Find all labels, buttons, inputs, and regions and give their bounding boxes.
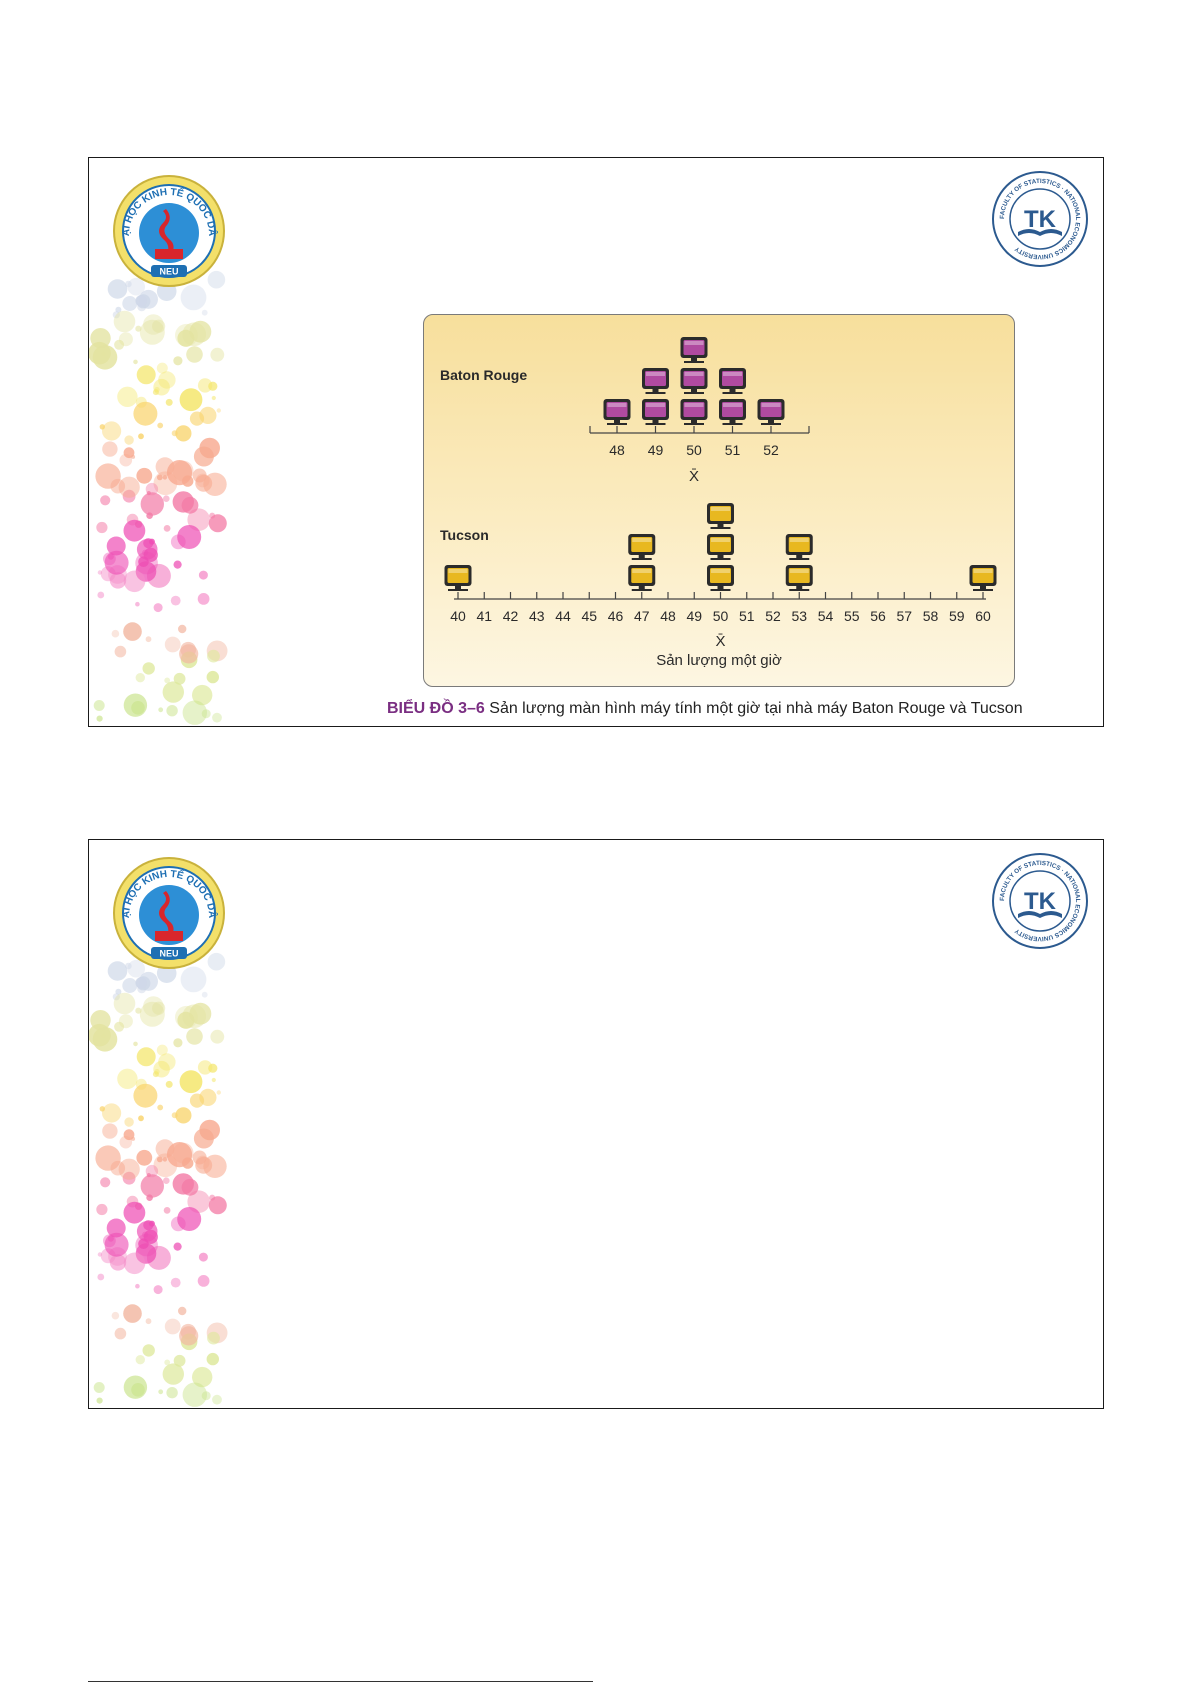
data-point-tucson	[628, 534, 656, 560]
svg-text:NEU: NEU	[159, 267, 178, 277]
data-point-tucson	[785, 565, 813, 591]
svg-text:TK: TK	[1024, 206, 1057, 233]
data-point-baton-rouge	[719, 368, 746, 394]
x-tick-label-tucson: 55	[844, 608, 860, 624]
x-tick-label-baton-rouge: 49	[648, 442, 664, 458]
x-tick-label-baton-rouge: 52	[763, 442, 779, 458]
decorative-bubbles	[89, 952, 228, 1407]
figure-caption-label: BIỂU ĐỒ 3–6	[387, 700, 485, 717]
x-tick-label-tucson: 42	[503, 608, 519, 624]
x-tick-label-tucson: 50	[713, 608, 729, 624]
dot-plot-panel: Baton Rouge 48 49 50 51 52 X̄ Tucson 40 41 42 43 44 4…	[423, 314, 1015, 687]
data-point-tucson	[707, 503, 734, 529]
x-tick-label-tucson: 48	[660, 608, 676, 624]
x-tick-label-tucson: 59	[949, 608, 965, 624]
dot-plot-chart: Baton Rouge 48 49 50 51 52 X̄ Tucson 40 41 42 43 44 4…	[440, 337, 997, 669]
faculty-of-statistics-logo: FACULTY OF STATISTICS · NATIONAL ECONOMI…	[992, 853, 1088, 949]
mean-label-tucson: X̄	[715, 633, 725, 650]
x-tick-label-tucson: 44	[555, 608, 571, 624]
svg-text:NEU: NEU	[159, 949, 178, 959]
x-tick-label-tucson: 56	[870, 608, 886, 624]
data-point-baton-rouge	[642, 399, 669, 425]
svg-text:TK: TK	[1024, 888, 1057, 915]
x-tick-label-tucson: 58	[923, 608, 939, 624]
x-tick-label-tucson: 43	[529, 608, 545, 624]
decorative-bubbles	[89, 270, 228, 725]
neu-university-logo: ĐẠI HỌC KINH TẾ QUỐC DÂN NEU	[111, 855, 225, 969]
x-tick-label-tucson: 47	[634, 608, 650, 624]
data-point-baton-rouge	[757, 399, 785, 425]
data-point-tucson	[969, 565, 997, 591]
data-point-baton-rouge	[680, 337, 708, 363]
slide-1: ĐẠI HỌC KINH TẾ QUỐC DÂN NEU FACULTY OF …	[88, 157, 1104, 727]
data-point-tucson	[707, 565, 734, 591]
faculty-of-statistics-logo: FACULTY OF STATISTICS · NATIONAL ECONOMI…	[992, 171, 1088, 267]
series-label-baton-rouge: Baton Rouge	[440, 367, 527, 383]
data-point-tucson	[628, 565, 656, 591]
x-tick-label-tucson: 60	[975, 608, 991, 624]
data-point-tucson	[444, 565, 472, 591]
data-point-baton-rouge	[680, 368, 708, 394]
mean-label-baton-rouge: X̄	[689, 468, 699, 485]
x-axis-label: Sản lượng một giờ	[656, 652, 782, 669]
neu-university-logo: ĐẠI HỌC KINH TẾ QUỐC DÂN NEU	[111, 173, 225, 287]
data-point-baton-rouge	[642, 368, 669, 394]
x-tick-label-baton-rouge: 51	[725, 442, 741, 458]
figure-caption-text: Sản lượng màn hình máy tính một giờ tại …	[489, 700, 1023, 717]
data-point-baton-rouge	[719, 399, 746, 425]
x-tick-label-tucson: 45	[581, 608, 597, 624]
data-point-baton-rouge	[603, 399, 631, 425]
data-point-tucson	[785, 534, 813, 560]
figure-caption: BIỂU ĐỒ 3–6 Sản lượng màn hình máy tính …	[387, 700, 1023, 718]
x-tick-label-tucson: 40	[450, 608, 466, 624]
slide-2: ĐẠI HỌC KINH TẾ QUỐC DÂN NEU FACULTY OF …	[88, 839, 1104, 1409]
x-tick-label-tucson: 41	[476, 608, 492, 624]
x-tick-label-tucson: 53	[791, 608, 807, 624]
x-tick-label-tucson: 57	[896, 608, 912, 624]
x-tick-label-tucson: 54	[818, 608, 834, 624]
x-tick-label-tucson: 49	[686, 608, 702, 624]
data-point-tucson	[707, 534, 734, 560]
x-tick-label-tucson: 46	[608, 608, 624, 624]
x-tick-label-tucson: 52	[765, 608, 781, 624]
x-tick-label-baton-rouge: 50	[686, 442, 702, 458]
x-tick-label-baton-rouge: 48	[609, 442, 625, 458]
data-point-baton-rouge	[680, 399, 708, 425]
footer-line	[88, 1681, 593, 1682]
series-label-tucson: Tucson	[440, 527, 489, 543]
x-tick-label-tucson: 51	[739, 608, 755, 624]
